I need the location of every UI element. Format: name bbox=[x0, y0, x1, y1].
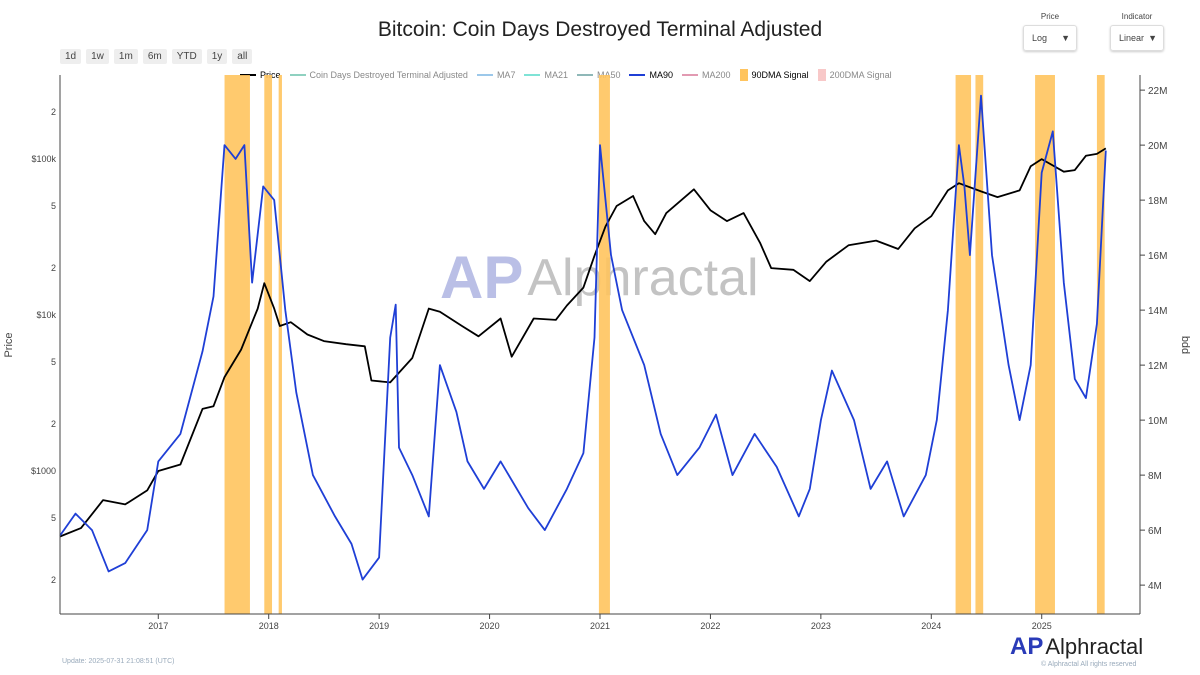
update-timestamp: Update: 2025-07-31 21:08:51 (UTC) bbox=[62, 658, 175, 665]
range-all[interactable]: all bbox=[232, 49, 253, 64]
legend-swatch bbox=[817, 69, 826, 81]
x-tick-label: 2023 bbox=[811, 621, 831, 631]
series-line-ma90 bbox=[59, 94, 1107, 581]
x-tick-label: 2020 bbox=[480, 621, 500, 631]
y-right-axis-title: bdd bbox=[1179, 336, 1191, 354]
legend-label: MA200 bbox=[702, 70, 731, 80]
legend-swatch bbox=[739, 69, 748, 81]
legend-label: MA21 bbox=[544, 70, 568, 80]
x-tick-label: 2017 bbox=[148, 621, 168, 631]
legend-swatch bbox=[289, 74, 306, 76]
legend-item-coin-days-destroyed-terminal-adjusted[interactable]: Coin Days Destroyed Terminal Adjusted bbox=[289, 70, 468, 80]
legend-swatch bbox=[682, 74, 698, 76]
y-right-tick-label: 10M bbox=[1148, 416, 1167, 427]
signal-90dma-band bbox=[975, 75, 984, 614]
y-left-tick-label: 2 bbox=[51, 419, 56, 429]
y-left-tick-label: 5 bbox=[51, 201, 56, 211]
y-right-tick-label: 22M bbox=[1148, 86, 1167, 97]
indicator-select-value: Linear bbox=[1119, 33, 1145, 43]
indicator-scale-select[interactable]: Linear ▼ bbox=[1110, 25, 1164, 51]
y-left-tick-label: $1000 bbox=[31, 466, 56, 476]
legend-item-90dma-signal[interactable]: 90DMA Signal bbox=[739, 69, 809, 81]
y-right-tick-label: 14M bbox=[1148, 306, 1167, 317]
price-scale-select[interactable]: Log ▼ bbox=[1023, 25, 1077, 51]
x-tick-label: 2021 bbox=[590, 621, 610, 631]
y-left-tick-label: 2 bbox=[51, 263, 56, 273]
legend-item-ma21[interactable]: MA21 bbox=[524, 70, 568, 80]
range-ytd[interactable]: YTD bbox=[171, 49, 202, 64]
brand-name: Alphractal bbox=[1045, 634, 1144, 659]
legend-swatch bbox=[524, 74, 541, 76]
x-tick-label: 2018 bbox=[259, 621, 279, 631]
signal-90dma-band bbox=[598, 75, 610, 614]
y-right-tick-label: 8M bbox=[1148, 471, 1162, 482]
legend-item-ma7[interactable]: MA7 bbox=[476, 70, 516, 80]
series-line-price bbox=[59, 147, 1107, 538]
y-left-tick-label: 2 bbox=[51, 575, 56, 585]
x-tick-label: 2024 bbox=[921, 621, 941, 631]
y-left-tick-label: 2 bbox=[51, 107, 56, 117]
range-1m[interactable]: 1m bbox=[113, 49, 138, 64]
legend-item-200dma-signal[interactable]: 200DMA Signal bbox=[817, 69, 892, 81]
indicator-select-label: Indicator bbox=[1121, 12, 1153, 21]
signal-90dma-band bbox=[278, 75, 282, 614]
range-6m[interactable]: 6m bbox=[142, 49, 167, 64]
signal-90dma-band bbox=[1035, 75, 1055, 614]
signal-90dma-band bbox=[1096, 75, 1105, 614]
dropdown-arrow-icon: ▼ bbox=[1061, 33, 1070, 43]
price-scale-select-group: Price Log ▼ bbox=[1023, 12, 1077, 51]
legend-label: Coin Days Destroyed Terminal Adjusted bbox=[309, 70, 468, 80]
signal-90dma-band bbox=[264, 75, 273, 614]
y-left-tick-label: $10k bbox=[36, 310, 56, 320]
legend-swatch bbox=[629, 74, 646, 76]
legend-label: 200DMA Signal bbox=[829, 70, 892, 80]
y-right-tick-label: 6M bbox=[1148, 526, 1162, 537]
price-select-value: Log bbox=[1032, 33, 1048, 43]
legend-swatch bbox=[476, 74, 493, 76]
price-select-label: Price bbox=[1040, 12, 1060, 21]
x-tick-label: 2022 bbox=[700, 621, 720, 631]
legend-item-ma90[interactable]: MA90 bbox=[629, 70, 673, 80]
y-left-tick-label: $100k bbox=[31, 154, 56, 164]
y-left-axis-title: Price bbox=[3, 332, 15, 357]
legend-item-ma200[interactable]: MA200 bbox=[682, 70, 731, 80]
y-right-tick-label: 12M bbox=[1148, 361, 1167, 372]
y-right-tick-label: 4M bbox=[1148, 581, 1162, 592]
range-1w[interactable]: 1w bbox=[86, 49, 109, 64]
signal-90dma-band bbox=[955, 75, 972, 614]
chart-title: Bitcoin: Coin Days Destroyed Terminal Ad… bbox=[377, 18, 823, 41]
alphractal-logo-icon: AP bbox=[1010, 633, 1044, 660]
y-right-tick-label: 16M bbox=[1148, 251, 1167, 262]
x-tick-label: 2019 bbox=[369, 621, 389, 631]
dropdown-arrow-icon: ▼ bbox=[1148, 33, 1157, 43]
y-right-tick-label: 18M bbox=[1148, 196, 1167, 207]
copyright: © Alphractal All rights reserved bbox=[1041, 661, 1137, 668]
y-right-tick-label: 20M bbox=[1148, 141, 1167, 152]
range-selector: 1d 1w 1m 6m YTD 1y all bbox=[60, 49, 253, 64]
x-tick-label: 2025 bbox=[1032, 621, 1052, 631]
watermark-logo: AP Alphractal bbox=[440, 244, 759, 311]
y-left-tick-label: 5 bbox=[51, 513, 56, 523]
legend-label: MA7 bbox=[496, 70, 516, 80]
range-1y[interactable]: 1y bbox=[206, 49, 228, 64]
indicator-scale-select-group: Indicator Linear ▼ bbox=[1110, 12, 1164, 51]
y-left-tick-label: 5 bbox=[51, 357, 56, 367]
legend-label: MA90 bbox=[649, 70, 673, 80]
brand-logo: AP Alphractal bbox=[1010, 634, 1143, 659]
range-1d[interactable]: 1d bbox=[60, 49, 82, 64]
legend-swatch bbox=[576, 74, 593, 76]
legend-label: 90DMA Signal bbox=[751, 70, 809, 80]
